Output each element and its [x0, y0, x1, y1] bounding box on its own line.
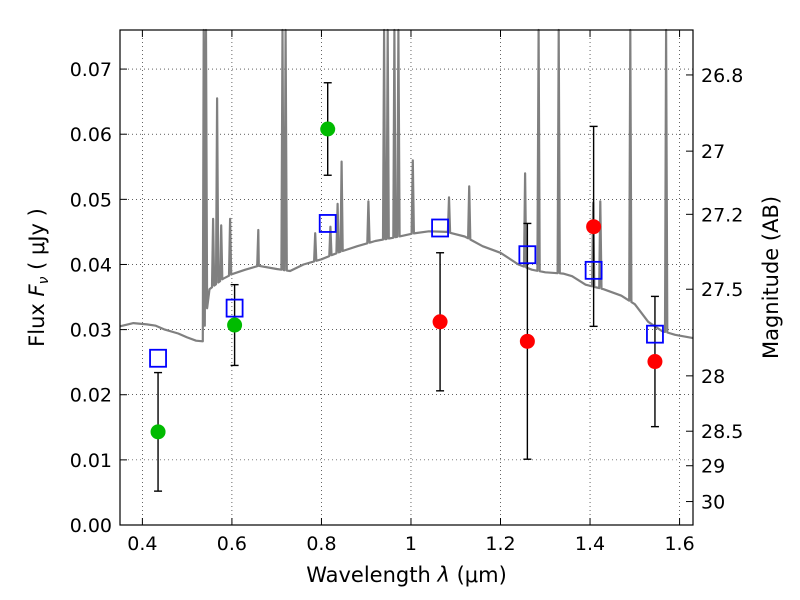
model-photometry-point-6: [646, 324, 664, 344]
y-axis-label-subscript: ν: [36, 276, 52, 284]
detections-infrared-point-0: [432, 314, 448, 330]
detections-optical-point-0: [150, 424, 166, 440]
y-tick-label-1: 0.01: [70, 450, 112, 472]
y-tick-label-5: 0.05: [70, 189, 112, 211]
x-axis-label-prefix: Wavelength: [306, 563, 437, 587]
model-spectrum: [119, 28, 694, 343]
magnitude-tick-label-6: 29: [701, 456, 725, 478]
y-tick-label-0: 0.00: [70, 515, 112, 537]
magnitude-axis-label: Magnitude (AB): [759, 196, 783, 359]
x-tick-label-2: 0.8: [306, 533, 336, 555]
model-photometry-point-5: [584, 260, 603, 280]
model-photometry-point-1: [225, 298, 244, 318]
magnitude-tick-label-2: 27.2: [701, 204, 743, 226]
x-axis-label-symbol: λ: [436, 563, 449, 587]
magnitude-tick-label-7: 30: [701, 492, 725, 514]
detections-optical-point-1: [227, 317, 243, 333]
y-tick-label-4: 0.04: [70, 254, 112, 276]
detections-infrared-point-1: [519, 333, 535, 349]
magnitude-tick-label-5: 28.5: [701, 421, 743, 443]
observed-flux-markers: [150, 121, 663, 440]
x-axis-label-suffix: (μm): [450, 563, 507, 587]
grid-lines: [120, 30, 693, 526]
x-tick-label-0: 0.4: [127, 533, 157, 555]
x-tick-label-4: 1.2: [485, 533, 515, 555]
model-photometry-point-4: [518, 245, 537, 265]
y-axis-label: Flux Fν ( μJy ): [25, 208, 52, 347]
detections-infrared-point-2: [586, 219, 602, 235]
y-axis-label-prefix: Flux: [25, 297, 49, 347]
y-axis-label-suffix: ( μJy ): [25, 208, 49, 276]
x-tick-label-1: 0.6: [217, 533, 247, 555]
y-tick-label-3: 0.03: [70, 320, 112, 342]
magnitude-tick-label-4: 28: [701, 366, 725, 388]
magnitude-tick-label-0: 26.8: [701, 65, 743, 87]
detections-infrared-point-3: [647, 354, 663, 370]
model-photometry-point-3: [431, 218, 449, 238]
y-axis-label-symbol: F: [25, 284, 49, 297]
plot-frame: [119, 29, 694, 526]
magnitude-tick-label-3: 27.5: [701, 279, 743, 301]
y-tick-label-7: 0.07: [70, 59, 112, 81]
model-photometry-point-0: [149, 348, 167, 368]
y-tick-label-6: 0.06: [70, 124, 112, 146]
y-tick-label-2: 0.02: [70, 385, 112, 407]
x-axis-label: Wavelength λ (μm): [306, 563, 507, 587]
axes: 0.4 0.6 0.8 1 1.2 1.4 1.6 0.00 0.01 0.02 0.03 0.04 0…: [70, 30, 743, 555]
x-tick-label-3: 1: [405, 533, 417, 555]
x-tick-label-5: 1.4: [575, 533, 605, 555]
model-photometry-point-2: [318, 214, 337, 233]
model-spectrum-line: [119, 28, 694, 343]
x-tick-label-6: 1.6: [664, 533, 694, 555]
magnitude-tick-label-1: 27: [701, 141, 725, 163]
model-photometry-markers: [149, 214, 664, 368]
detections-optical-point-2: [320, 121, 336, 137]
